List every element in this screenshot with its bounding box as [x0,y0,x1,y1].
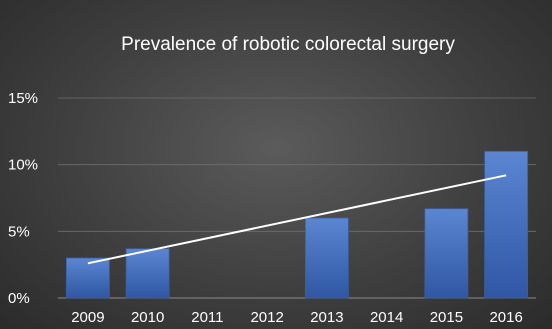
chart-title: Prevalence of robotic colorectal surgery [121,34,455,55]
bar-2009 [65,257,110,299]
y-tick-label: 0% [8,290,30,307]
x-tick-label: 2013 [310,309,343,326]
y-tick-label: 5% [8,223,30,240]
bar-2013 [304,217,349,299]
bars [65,150,529,299]
x-tick-label: 2015 [430,309,463,326]
x-tick-label: 2016 [489,309,522,326]
x-tick-label: 2010 [131,309,164,326]
bar-2015 [424,208,469,299]
x-tick-label: 2009 [71,309,104,326]
trendline [87,174,507,265]
trendline-group [87,174,507,265]
bar-2010 [125,248,170,299]
bar-2016 [484,150,529,299]
x-axis-ticks: 2009 2010 2011 2012 2013 2014 2015 2016 [71,309,523,326]
x-tick-label: 2014 [370,309,403,326]
x-tick-label: 2011 [191,309,223,326]
y-axis-ticks: 0% 5% 10% 15% [8,90,38,307]
y-tick-label: 10% [8,157,38,174]
y-tick-label: 15% [8,90,38,107]
x-tick-label: 2012 [250,309,283,326]
